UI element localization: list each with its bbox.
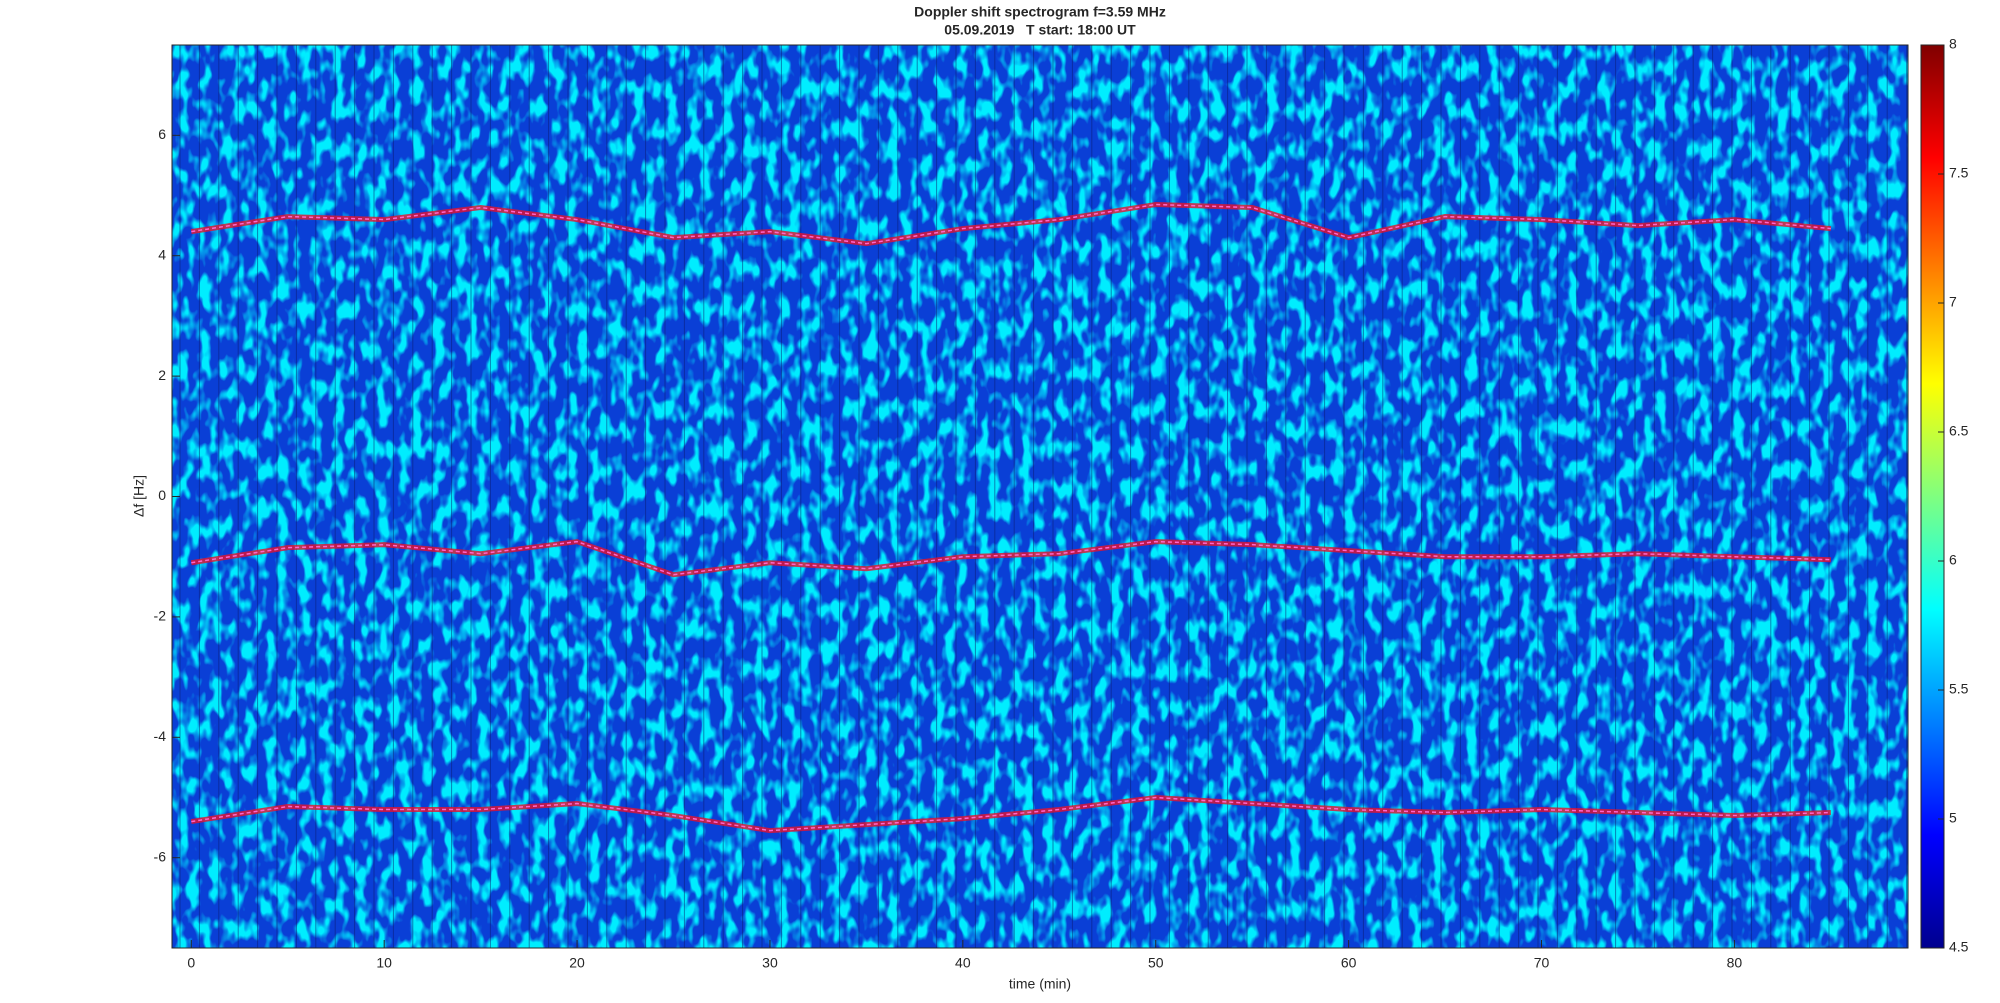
x-tick-label: 80: [1727, 955, 1743, 971]
colorbar-tick-label: 6.5: [1949, 423, 1969, 439]
chart-title: Doppler shift spectrogram f=3.59 MHz: [914, 4, 1166, 20]
y-tick-label: -4: [154, 728, 167, 744]
x-tick-label: 50: [1148, 955, 1164, 971]
colorbar-tick-label: 7.5: [1949, 165, 1969, 181]
stripes: [179, 45, 1908, 948]
trace-overlay: [191, 203, 1831, 245]
colorbar: [1920, 44, 1945, 949]
y-tick-label: 4: [158, 246, 166, 262]
trace-overlay: [191, 540, 1831, 576]
y-tick-label: -2: [154, 608, 167, 624]
x-tick-label: 0: [187, 955, 195, 971]
colorbar-tick-label: 6: [1949, 552, 1957, 568]
y-axis-label: Δf [Hz]: [131, 475, 147, 517]
x-tick-label: 30: [762, 955, 778, 971]
x-tick-label: 10: [376, 955, 392, 971]
y-tick-label: 2: [158, 367, 166, 383]
x-tick-label: 60: [1341, 955, 1357, 971]
x-tick-label: 40: [955, 955, 971, 971]
colorbar-tick-label: 5.5: [1949, 681, 1969, 697]
colorbar-tick-label: 7: [1949, 294, 1957, 310]
spectrogram-noise: [172, 45, 1908, 948]
chart-subtitle: 05.09.2019 T start: 18:00 UT: [944, 22, 1136, 38]
y-tick-label: -6: [154, 848, 167, 864]
x-tick-label: 20: [569, 955, 585, 971]
colorbar-tick-label: 4.5: [1949, 939, 1969, 955]
x-axis-label: time (min): [1009, 976, 1071, 992]
colorbar-tick-label: 8: [1949, 36, 1957, 52]
y-tick-label: 0: [158, 487, 166, 503]
x-tick-label: 70: [1534, 955, 1550, 971]
colorbar-tick-label: 5: [1949, 810, 1957, 826]
y-tick-label: 6: [158, 126, 166, 142]
trace-overlay: [191, 796, 1831, 832]
